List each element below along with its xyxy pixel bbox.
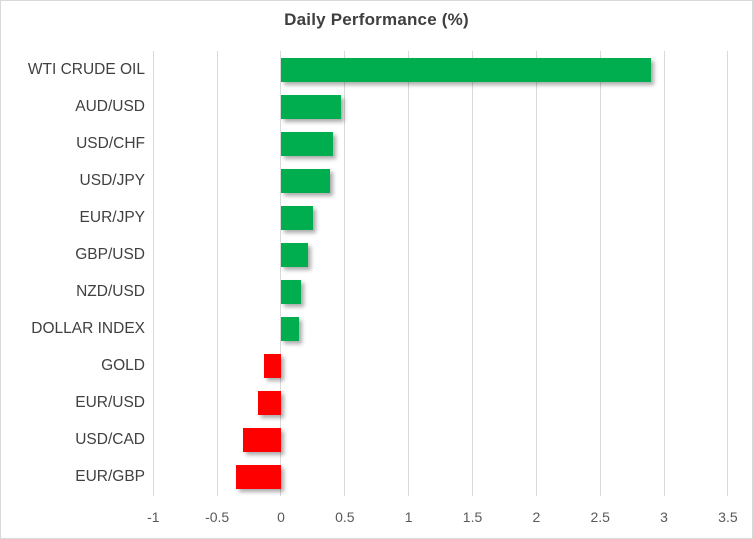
category-label: NZD/USD [76, 283, 145, 301]
x-gridline [535, 51, 537, 496]
chart-title: Daily Performance (%) [284, 10, 469, 29]
x-tick-label: 0.5 [335, 509, 355, 525]
x-tick-label: 1.5 [462, 509, 483, 525]
category-label: EUR/USD [75, 394, 145, 412]
x-tick-label: 3 [660, 509, 668, 525]
category-label: GOLD [101, 357, 145, 375]
x-tick-label: 0 [277, 509, 285, 525]
bar-usd-cad [242, 428, 281, 453]
bar-eur-jpy [280, 205, 313, 230]
x-gridline [599, 51, 601, 496]
x-gridline [472, 51, 474, 496]
x-tick-label: 1 [404, 509, 413, 525]
category-label: AUD/USD [75, 97, 145, 115]
x-gridline [727, 51, 729, 496]
x-gridline [216, 51, 218, 496]
category-label: WTI CRUDE OIL [27, 60, 145, 78]
bar-usd-jpy [280, 168, 330, 193]
x-gridline [408, 51, 410, 496]
x-tick-label: -1 [147, 509, 160, 525]
category-label: USD/CHF [76, 134, 145, 152]
category-label: EUR/GBP [75, 468, 145, 486]
bar-usd-chf [280, 131, 334, 156]
bar-aud-usd [280, 94, 341, 119]
x-gridline [663, 51, 665, 496]
bar-eur-gbp [236, 465, 281, 490]
x-tick-label: -0.5 [205, 509, 230, 525]
x-gridline [344, 51, 346, 496]
x-tick-label: 2.5 [590, 509, 610, 525]
category-label: EUR/JPY [79, 208, 145, 226]
category-label: USD/JPY [79, 171, 145, 189]
bar-gbp-usd [280, 242, 308, 267]
x-tick-label: 3.5 [718, 509, 738, 525]
bar-gold [264, 354, 281, 379]
x-gridline [280, 51, 282, 496]
bar-eur-usd [258, 391, 281, 416]
category-label: DOLLAR INDEX [31, 320, 145, 338]
x-gridline [152, 51, 154, 496]
category-label: GBP/USD [75, 245, 145, 263]
bar-nzd-usd [280, 280, 302, 305]
x-tick-label: 2 [532, 509, 541, 525]
bar-dollar-index [280, 317, 299, 342]
category-label: USD/CAD [75, 431, 145, 449]
bar-wti-crude-oil [280, 57, 652, 82]
